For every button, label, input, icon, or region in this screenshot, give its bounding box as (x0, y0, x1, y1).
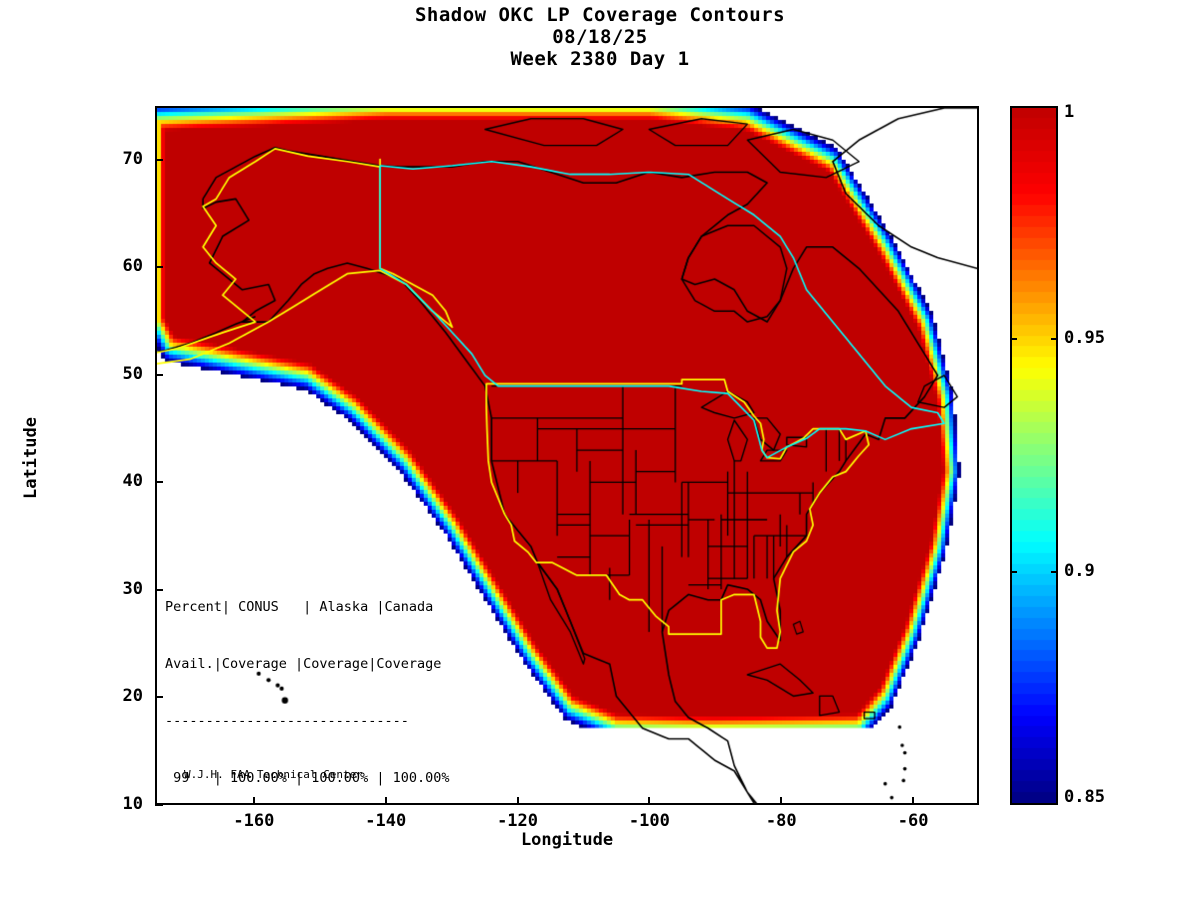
y-tick-label-70: 70 (122, 148, 143, 169)
colorbar-tick-mark (1051, 338, 1058, 340)
y-tick-mark (155, 158, 163, 161)
x-tick-mark (912, 797, 915, 805)
x-tick-label-neg60: -60 (897, 811, 929, 831)
colorbar-tick-mark (1010, 571, 1017, 573)
stats-header-row-2: Avail.|Coverage |Coverage|Coverage (165, 656, 442, 672)
organization-credit: W.J.H. FAA Technical Center WAAS Test Te… (184, 740, 363, 803)
y-tick-mark (155, 696, 163, 699)
x-tick-label-neg160: -160 (233, 811, 275, 831)
y-tick-mark (155, 373, 163, 376)
y-tick-mark (155, 266, 163, 269)
y-tick-label-10: 10 (122, 794, 143, 814)
stats-header-row-1: Percent| CONUS | Alaska |Canada (165, 599, 434, 615)
title-line-1: Shadow OKC LP Coverage Contours (414, 4, 786, 26)
colorbar (1010, 106, 1058, 805)
y-tick-label-50: 50 (122, 363, 143, 384)
credit-line-1: W.J.H. FAA Technical Center (184, 768, 363, 781)
y-axis-title: Latitude (21, 417, 41, 499)
title-line-2: 08/18/25 (552, 26, 648, 48)
x-tick-label-neg80: -80 (765, 811, 797, 831)
colorbar-tick-label-0p85: 0.85 (1064, 787, 1105, 807)
y-tick-label-40: 40 (122, 471, 143, 492)
colorbar-tick-label-1: 1 (1064, 102, 1075, 122)
colorbar-tick-mark (1010, 338, 1017, 340)
x-tick-mark (516, 797, 519, 805)
colorbar-tick-label-0p9: 0.9 (1064, 561, 1095, 581)
x-tick-mark (252, 797, 255, 805)
x-tick-mark (780, 797, 783, 805)
stats-separator: ------------------------------ (165, 713, 409, 729)
x-tick-mark (648, 797, 651, 805)
colorbar-tick-mark (1051, 571, 1058, 573)
x-axis-title: Longitude (520, 830, 614, 850)
y-tick-label-60: 60 (122, 256, 143, 277)
coverage-contour-map (157, 108, 977, 803)
y-tick-label-30: 30 (122, 578, 143, 599)
x-tick-label-neg120: -120 (497, 811, 539, 831)
x-tick-mark (384, 797, 387, 805)
chart-title-block: Shadow OKC LP Coverage Contours 08/18/25… (0, 4, 1200, 70)
y-tick-label-20: 20 (122, 686, 143, 707)
table-row: 99 | 100.00% | 100.00% | 100.00% (165, 770, 450, 786)
coverage-statistics-table: Percent| CONUS | Alaska |Canada Avail.|C… (165, 560, 450, 803)
x-tick-label-neg140: -140 (365, 811, 407, 831)
y-tick-mark (155, 588, 163, 591)
x-tick-label-neg100: -100 (628, 811, 670, 831)
title-line-3: Week 2380 Day 1 (510, 48, 690, 70)
y-tick-mark (155, 804, 163, 806)
y-tick-mark (155, 481, 163, 484)
colorbar-gradient (1012, 108, 1056, 803)
colorbar-tick-label-0p95: 0.95 (1064, 328, 1105, 348)
map-plot-area[interactable]: Percent| CONUS | Alaska |Canada Avail.|C… (155, 106, 979, 805)
